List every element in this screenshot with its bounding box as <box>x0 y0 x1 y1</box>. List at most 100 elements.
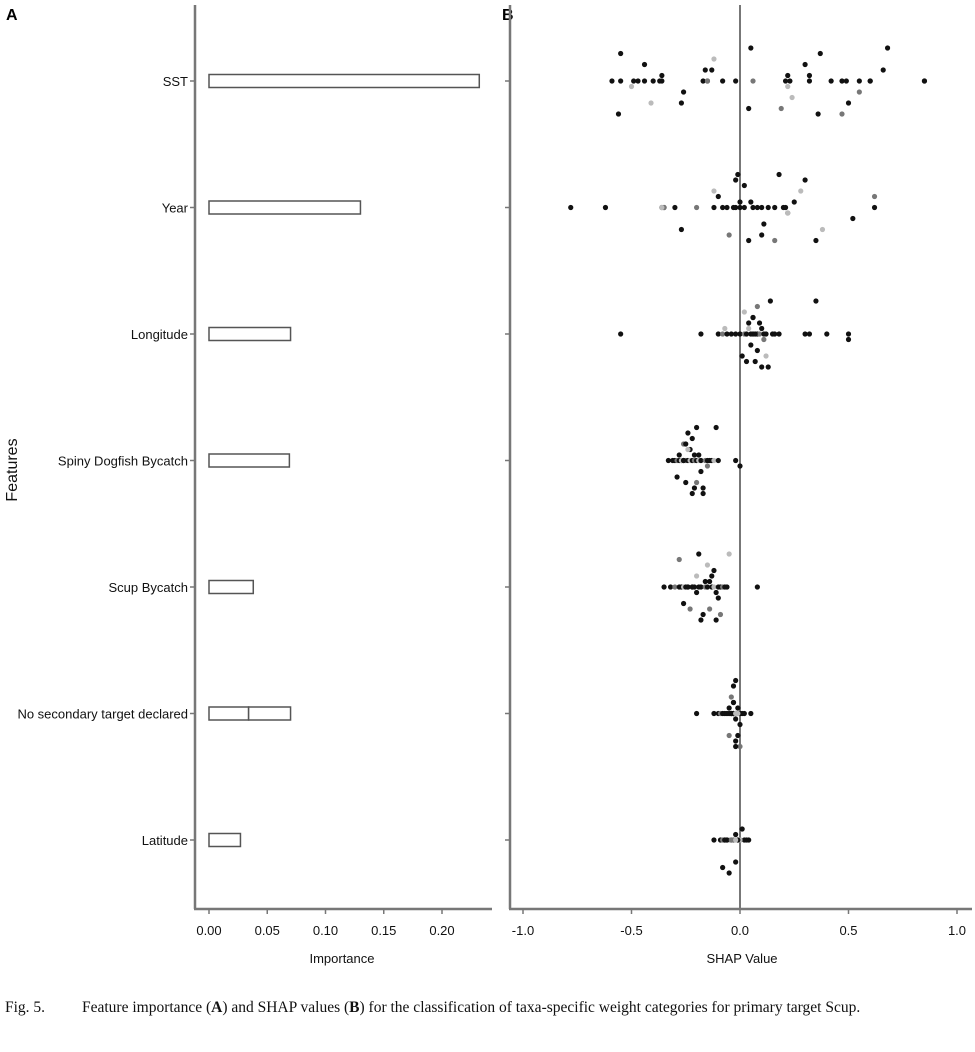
shap-point <box>689 490 695 497</box>
shap-point <box>845 331 852 337</box>
shap-point <box>735 171 741 178</box>
shap-point <box>720 864 726 871</box>
shap-point <box>685 430 691 436</box>
caption-part: ) and SHAP values ( <box>222 999 350 1016</box>
shap-point <box>609 78 615 84</box>
shap-point <box>759 325 765 332</box>
shap-point <box>739 826 745 832</box>
shap-point <box>754 347 760 354</box>
shap-point <box>733 738 739 744</box>
shap-point <box>856 78 862 84</box>
shap-point <box>802 61 808 68</box>
shap-point <box>680 600 687 607</box>
shap-point <box>700 490 706 497</box>
figure: A B Features Importance SST Year Longitude… <box>4 5 972 966</box>
shap-point <box>698 468 704 475</box>
shap-point <box>754 584 760 590</box>
shap-point <box>750 78 756 84</box>
y-axis-label: Features <box>4 438 21 501</box>
shap-point <box>802 331 808 337</box>
shap-point <box>737 204 743 211</box>
shap-point <box>789 94 795 101</box>
shap-point <box>726 732 732 739</box>
shap-point <box>856 89 862 95</box>
caption-part: A <box>211 999 223 1016</box>
shap-point <box>615 111 622 117</box>
shap-point <box>785 83 791 90</box>
shap-point <box>707 606 713 612</box>
shap-point <box>728 331 734 337</box>
importance-bar <box>208 832 242 848</box>
shap-point <box>748 45 754 51</box>
shap-point <box>680 457 687 464</box>
shap-point <box>743 837 750 843</box>
shap-point <box>746 320 752 326</box>
shap-point <box>806 331 813 337</box>
shap-point <box>672 584 678 590</box>
x-axis-label-b: SHAP Value <box>706 951 777 966</box>
shap-point <box>711 56 717 62</box>
shap-point <box>713 617 719 623</box>
shap-point <box>694 424 700 431</box>
x-tick-label-a: 0.00 <box>196 923 221 938</box>
x-tick-label-b: 1.0 <box>948 923 966 938</box>
shap-point <box>704 584 711 590</box>
importance-bar <box>208 579 255 595</box>
x-tick-label-b: 0.5 <box>839 923 857 938</box>
shap-point <box>759 204 765 211</box>
shap-point <box>772 237 778 244</box>
shap-point <box>696 452 702 458</box>
shap-point <box>756 331 763 337</box>
shap-point <box>678 100 685 106</box>
shap-point <box>763 353 769 359</box>
shap-point <box>717 611 724 618</box>
shap-point <box>711 567 717 574</box>
shap-point <box>733 677 739 684</box>
shap-point <box>715 457 721 464</box>
shap-point <box>694 573 700 579</box>
importance-bar <box>208 73 481 89</box>
importance-bar <box>208 200 362 215</box>
shap-point <box>741 182 747 189</box>
shap-point <box>667 584 674 590</box>
shap-point <box>839 78 845 84</box>
shap-point <box>733 177 739 183</box>
shap-point <box>735 705 741 711</box>
caption-part: B <box>349 999 360 1016</box>
shap-point <box>689 435 695 442</box>
x-tick-label-a: 0.10 <box>313 923 338 938</box>
x-tick-label-b: -0.5 <box>620 923 642 938</box>
shap-point <box>726 551 732 557</box>
shap-point <box>631 78 637 84</box>
shap-point <box>635 78 641 84</box>
shap-point <box>746 237 752 244</box>
shap-point <box>730 699 737 706</box>
shap-point <box>694 589 700 596</box>
shap-point <box>754 204 760 211</box>
shap-point <box>713 589 719 596</box>
shap-point <box>759 364 765 370</box>
shap-point <box>698 584 704 590</box>
shap-point <box>733 710 739 717</box>
shap-point <box>726 705 732 711</box>
shap-point <box>720 204 726 211</box>
feature-label: No secondary target declared <box>17 707 188 722</box>
shap-point <box>691 452 698 458</box>
shap-point <box>743 331 750 337</box>
shap-point <box>748 342 754 348</box>
shap-point <box>685 584 691 590</box>
shap-point <box>776 331 782 337</box>
shap-point <box>733 457 739 464</box>
shap-point <box>765 364 771 370</box>
shap-point <box>659 78 665 84</box>
importance-bar <box>208 453 291 468</box>
shap-point <box>694 479 700 486</box>
x-tick-label-b: 0.0 <box>731 923 749 938</box>
shap-point <box>674 474 680 480</box>
shap-point <box>661 584 667 590</box>
shap-point <box>867 78 873 84</box>
shap-point <box>726 232 732 238</box>
shap-point <box>618 78 624 84</box>
shap-point <box>767 298 773 304</box>
shap-point <box>761 336 767 343</box>
